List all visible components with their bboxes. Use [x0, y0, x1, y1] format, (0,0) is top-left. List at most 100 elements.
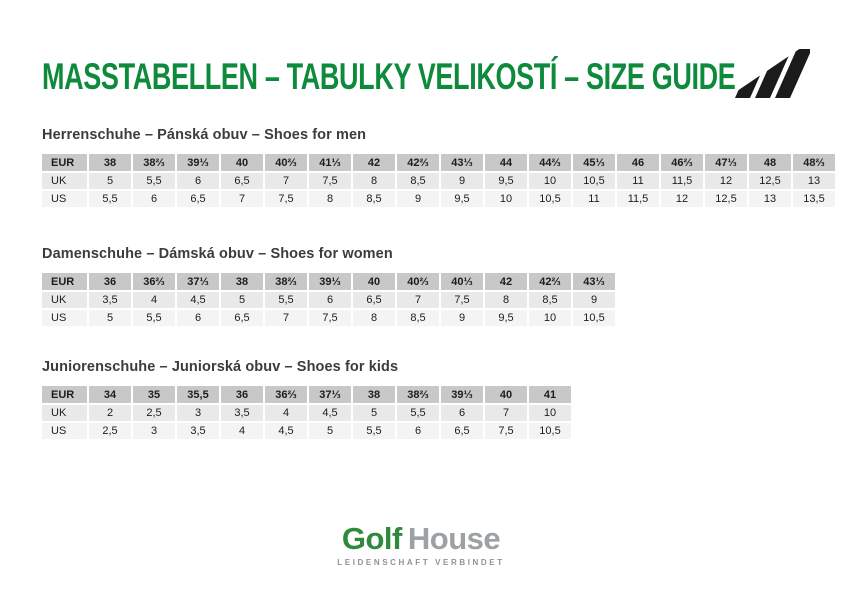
size-cell: 3 — [133, 423, 175, 439]
size-cell: 7 — [265, 310, 307, 326]
size-cell: 38⅔ — [397, 386, 439, 403]
size-cell: 37⅓ — [177, 273, 219, 290]
size-cell: 7 — [265, 173, 307, 189]
size-cell: 46 — [617, 154, 659, 171]
size-cell: 4 — [221, 423, 263, 439]
size-cell: 8 — [353, 310, 395, 326]
golfhouse-logo: Golf House LEIDENSCHAFT VERBINDET — [337, 523, 504, 567]
section-women: Damenschuhe – Dámská obuv – Shoes for wo… — [42, 246, 617, 328]
size-cell: 9 — [573, 292, 615, 308]
size-cell: 6,5 — [177, 191, 219, 207]
table-row: UK 2 2,5 3 3,5 4 4,5 5 5,5 6 7 10 — [42, 405, 571, 421]
size-cell: 13 — [749, 191, 791, 207]
size-cell: 42 — [353, 154, 395, 171]
table-row: EUR 36 36⅔ 37⅓ 38 38⅔ 39⅓ 40 40⅔ 40⅓ 42 42⅔ 43⅓ — [42, 273, 615, 290]
size-cell: 36 — [221, 386, 263, 403]
size-cell: 10 — [529, 405, 571, 421]
size-cell: 5 — [353, 405, 395, 421]
size-cell: 6 — [177, 173, 219, 189]
size-cell: 7 — [397, 292, 439, 308]
section-heading-women: Damenschuhe – Dámská obuv – Shoes for wo… — [42, 246, 393, 262]
size-cell: 47⅓ — [705, 154, 747, 171]
size-cell: 4,5 — [177, 292, 219, 308]
size-cell: 5 — [309, 423, 351, 439]
size-cell: 3,5 — [221, 405, 263, 421]
size-cell: 8 — [485, 292, 527, 308]
size-cell: 2,5 — [89, 423, 131, 439]
size-cell: 40 — [485, 386, 527, 403]
adidas-logo — [734, 49, 810, 98]
size-cell: 6 — [177, 310, 219, 326]
size-cell: 9,5 — [485, 310, 527, 326]
size-cell: 40⅔ — [265, 154, 307, 171]
size-cell: 43⅓ — [441, 154, 483, 171]
size-cell: 9 — [441, 310, 483, 326]
size-cell: 40 — [221, 154, 263, 171]
size-cell: 42⅔ — [529, 273, 571, 290]
size-cell: 5,5 — [353, 423, 395, 439]
size-cell: 5,5 — [89, 191, 131, 207]
size-cell: 2,5 — [133, 405, 175, 421]
size-cell: 5,5 — [265, 292, 307, 308]
size-cell: 9,5 — [485, 173, 527, 189]
size-cell: 36 — [89, 273, 131, 290]
size-cell: 7 — [221, 191, 263, 207]
size-cell: 42⅔ — [397, 154, 439, 171]
row-label: EUR — [42, 273, 87, 290]
golfhouse-word-golf: Golf — [341, 521, 403, 556]
size-cell: 45⅓ — [573, 154, 615, 171]
size-cell: 3,5 — [89, 292, 131, 308]
size-cell: 7 — [485, 405, 527, 421]
size-cell: 40⅓ — [441, 273, 483, 290]
size-cell: 44⅔ — [529, 154, 571, 171]
row-label: UK — [42, 405, 87, 421]
size-cell: 39⅓ — [441, 386, 483, 403]
row-label: EUR — [42, 386, 87, 403]
size-cell: 4,5 — [265, 423, 307, 439]
section-kids: Juniorenschuhe – Juniorská obuv – Shoes … — [42, 359, 573, 441]
size-cell: 6 — [397, 423, 439, 439]
size-cell: 9 — [441, 173, 483, 189]
size-cell: 5 — [89, 173, 131, 189]
size-cell: 8,5 — [529, 292, 571, 308]
size-cell: 8,5 — [353, 191, 395, 207]
size-cell: 6,5 — [353, 292, 395, 308]
size-cell: 9 — [397, 191, 439, 207]
size-cell: 7,5 — [265, 191, 307, 207]
size-cell: 3,5 — [177, 423, 219, 439]
size-cell: 6,5 — [221, 310, 263, 326]
table-row: EUR 38 38⅔ 39⅓ 40 40⅔ 41⅓ 42 42⅔ 43⅓ 44 44⅔ 45⅓ 46 46⅔… — [42, 154, 835, 171]
size-cell: 39⅓ — [309, 273, 351, 290]
table-row: UK 5 5,5 6 6,5 7 7,5 8 8,5 9 9,5 10 10,5 11 11,5 12 12,5… — [42, 173, 835, 189]
table-row: UK 3,5 4 4,5 5 5,5 6 6,5 7 7,5 8 8,5 9 — [42, 292, 615, 308]
row-label: US — [42, 191, 87, 207]
size-cell: 7,5 — [309, 173, 351, 189]
size-cell: 6,5 — [441, 423, 483, 439]
section-heading-kids: Juniorenschuhe – Juniorská obuv – Shoes … — [42, 359, 399, 375]
size-cell: 5 — [221, 292, 263, 308]
size-cell: 39⅓ — [177, 154, 219, 171]
size-cell: 12 — [661, 191, 703, 207]
row-label: UK — [42, 173, 87, 189]
size-cell: 4 — [133, 292, 175, 308]
size-cell: 43⅓ — [573, 273, 615, 290]
golfhouse-word-house: House — [407, 521, 501, 556]
size-cell: 5,5 — [133, 310, 175, 326]
size-cell: 12 — [705, 173, 747, 189]
size-cell: 13 — [793, 173, 835, 189]
size-cell: 7,5 — [485, 423, 527, 439]
size-cell: 5 — [89, 310, 131, 326]
size-cell: 4,5 — [309, 405, 351, 421]
size-cell: 8 — [309, 191, 351, 207]
row-label: UK — [42, 292, 87, 308]
size-cell: 36⅔ — [265, 386, 307, 403]
row-label: US — [42, 310, 87, 326]
size-cell: 46⅔ — [661, 154, 703, 171]
size-cell: 7,5 — [309, 310, 351, 326]
size-cell: 12,5 — [749, 173, 791, 189]
size-table-women: EUR 36 36⅔ 37⅓ 38 38⅔ 39⅓ 40 40⅔ 40⅓ 42 42⅔ 43⅓ UK 3,5… — [40, 271, 617, 328]
size-cell: 10 — [529, 310, 571, 326]
size-cell: 8,5 — [397, 173, 439, 189]
size-cell: 34 — [89, 386, 131, 403]
